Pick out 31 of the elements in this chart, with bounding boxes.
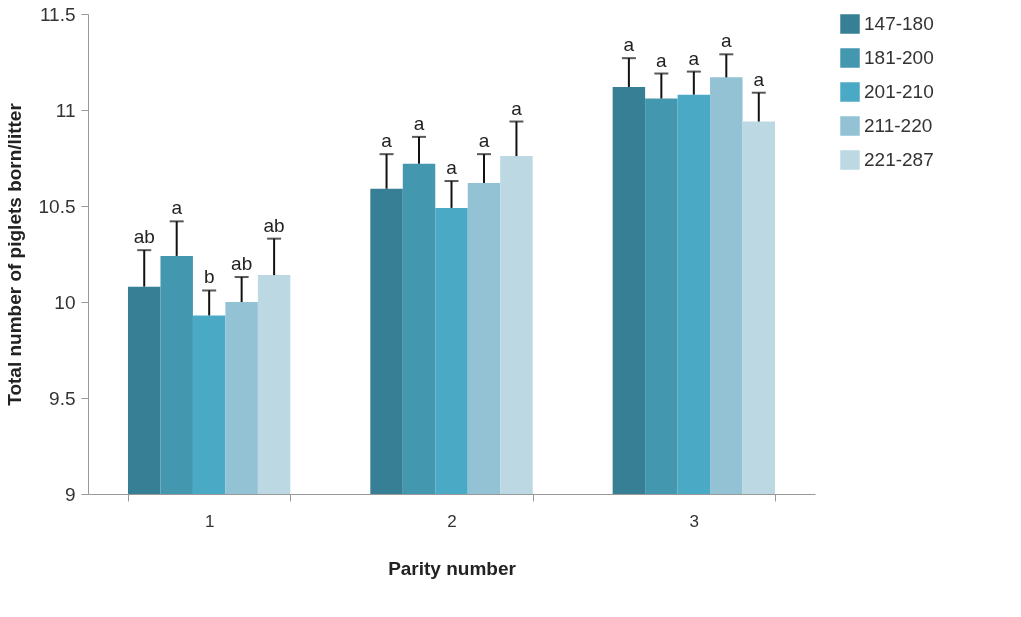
data-label: a bbox=[511, 97, 523, 119]
data-label: a bbox=[413, 112, 425, 134]
x-axis-title: Parity number bbox=[388, 557, 517, 579]
data-label: ab bbox=[263, 214, 285, 236]
legend-label: 201-210 bbox=[864, 81, 934, 102]
data-label: ab bbox=[231, 253, 253, 275]
y-tick-label: 11.5 bbox=[39, 3, 76, 25]
legend-label: 147-180 bbox=[864, 13, 934, 34]
y-tick-label: 10.5 bbox=[38, 195, 76, 217]
data-label: a bbox=[478, 130, 490, 152]
data-label: b bbox=[203, 266, 215, 288]
y-tick-label: 11 bbox=[55, 99, 76, 121]
data-label: a bbox=[623, 34, 635, 56]
data-label: a bbox=[688, 47, 700, 69]
y-tick-label: 10 bbox=[54, 291, 76, 313]
data-label: a bbox=[721, 30, 733, 52]
x-tick-label: 3 bbox=[689, 511, 700, 531]
data-label: a bbox=[656, 49, 668, 71]
legend-label: 211-220 bbox=[864, 115, 933, 136]
data-label: a bbox=[381, 130, 393, 152]
y-tick-label: 9 bbox=[64, 483, 76, 505]
legend-label: 181-200 bbox=[864, 47, 934, 68]
data-label: a bbox=[446, 157, 458, 179]
data-label: a bbox=[753, 68, 765, 90]
data-label: ab bbox=[133, 226, 155, 248]
y-axis-title: Total number of piglets born/litter bbox=[3, 102, 25, 406]
data-label: a bbox=[171, 197, 183, 219]
legend-label: 221-287 bbox=[864, 149, 934, 170]
x-tick-label: 1 bbox=[204, 511, 215, 531]
x-tick-label: 2 bbox=[447, 511, 457, 531]
y-tick-label: 9.5 bbox=[49, 387, 76, 409]
